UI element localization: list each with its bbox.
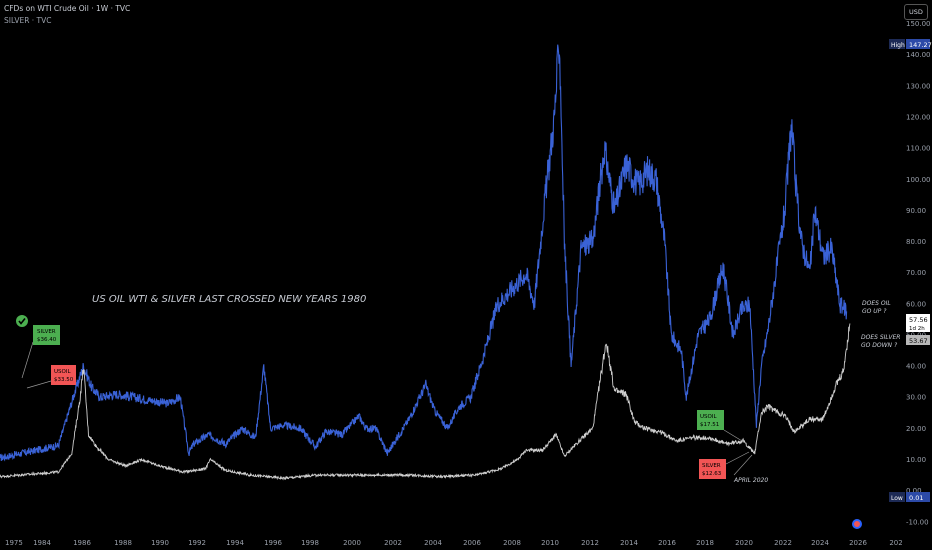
usoil-1980-value: $33.50	[54, 377, 74, 383]
silver-question-line2: GO DOWN ?	[861, 342, 898, 349]
low-tag	[889, 492, 905, 502]
y-tick-label: 90.00	[906, 207, 926, 215]
usoil-1980-label: USOIL	[54, 369, 71, 375]
low-value: 0.01	[909, 494, 923, 502]
silver-1980-label: SILVER	[37, 329, 56, 335]
x-tick-label: 1994	[226, 539, 244, 547]
x-tick-label: 2010	[541, 539, 559, 547]
x-tick-label: 2006	[463, 539, 481, 547]
silver-series-line	[0, 323, 851, 481]
silver-question-line1: DOES SILVER	[861, 334, 900, 341]
x-tick-label: 2002	[384, 539, 402, 547]
x-tick-label: 202	[889, 539, 902, 547]
x-tick-label: 2004	[424, 539, 442, 547]
series-layer	[0, 44, 851, 481]
y-tick-label: 120.00	[906, 113, 931, 121]
x-tick-label: 1996	[264, 539, 282, 547]
y-tick-label: 40.00	[906, 363, 926, 371]
y-tick-label: 20.00	[906, 425, 926, 433]
x-tick-label: 2016	[658, 539, 676, 547]
high-label: High	[891, 42, 905, 49]
y-tick-label: 60.00	[906, 300, 926, 308]
silver-1980-leader	[21, 341, 34, 379]
currency-button[interactable]: USD	[904, 4, 928, 20]
y-tick-label: 10.00	[906, 456, 926, 464]
chart-subtitle: SILVER · TVC	[4, 16, 52, 25]
x-tick-label: 1992	[188, 539, 206, 547]
usoil-2020-callout	[697, 410, 724, 430]
x-tick-label: 1975	[5, 539, 23, 547]
y-tick-label: 100.00	[906, 176, 931, 184]
check-icon	[16, 315, 28, 327]
x-tick-label: 1986	[73, 539, 91, 547]
silver-1980-callout	[33, 325, 60, 345]
x-tick-label: 2022	[774, 539, 792, 547]
x-tick-label: 2020	[735, 539, 753, 547]
y-tick-label: 130.00	[906, 82, 931, 90]
y-tick-label: 110.00	[906, 145, 931, 153]
silver-2020-callout	[699, 459, 726, 479]
x-tick-label: 2000	[343, 539, 361, 547]
low-value-tag	[906, 492, 930, 502]
x-tick-label: 1984	[33, 539, 51, 547]
oil-countdown: 1d 2h	[909, 326, 925, 332]
x-tick-label: 2026	[849, 539, 867, 547]
silver-last-price: 53.67	[909, 337, 928, 345]
oil-last-tag	[906, 314, 930, 332]
usoil-1980-callout	[51, 365, 76, 385]
april-2020-annotation: APRIL 2020	[733, 477, 768, 484]
silver-2020-leader	[725, 451, 750, 465]
x-tick-label: 2012	[581, 539, 599, 547]
x-tick-label: 1990	[151, 539, 169, 547]
high-value: 147.27	[909, 41, 932, 49]
y-tick-label: 150.00	[906, 20, 931, 28]
oil-last-price: 57.56	[909, 316, 928, 324]
y-tick-label: 70.00	[906, 269, 926, 277]
x-tick-label: 2024	[811, 539, 829, 547]
usoil-1980-leader	[26, 380, 52, 389]
usoil-series-line	[0, 44, 848, 462]
x-tick-label: 2018	[696, 539, 714, 547]
y-tick-label: 140.00	[906, 51, 931, 59]
usoil-2020-value: $17.51	[700, 422, 719, 428]
x-tick-label: 1998	[301, 539, 319, 547]
silver-1980-value: $36.40	[37, 337, 57, 343]
high-value-tag	[906, 39, 930, 49]
y-tick-label: -10.00	[906, 518, 929, 526]
chart-title: CFDs on WTI Crude Oil · 1W · TVC	[4, 4, 131, 13]
silver-2020-value: $12.63	[702, 471, 722, 477]
usoil-2020-label: USOIL	[700, 414, 717, 420]
low-label: Low	[891, 495, 903, 502]
headline-annotation: US OIL WTI & SILVER LAST CROSSED NEW YEA…	[92, 294, 366, 305]
y-axis: 150.00 140.00 130.00 120.00 110.00 100.00 90.0…	[906, 20, 931, 526]
y-tick-label: 80.00	[906, 238, 926, 246]
usoil-2020-leader	[723, 429, 748, 445]
y-tick-label: 0.00	[906, 487, 922, 495]
oil-question-line2: GO UP ?	[862, 308, 887, 315]
april-2020-leader	[733, 454, 753, 476]
x-tick-label: 1988	[114, 539, 132, 547]
oil-question-line1: DOES OIL	[862, 300, 891, 307]
silver-2020-label: SILVER	[702, 463, 721, 469]
x-axis: 1975 1984 1986 1988 1990 1992 1994 1996 1998 2000…	[5, 539, 903, 547]
calendar-event-icon[interactable]	[852, 519, 862, 529]
high-tag	[889, 39, 905, 49]
x-tick-label: 2014	[620, 539, 638, 547]
y-tick-label: 30.00	[906, 394, 926, 402]
silver-last-tag	[906, 335, 930, 345]
x-tick-label: 2008	[503, 539, 521, 547]
